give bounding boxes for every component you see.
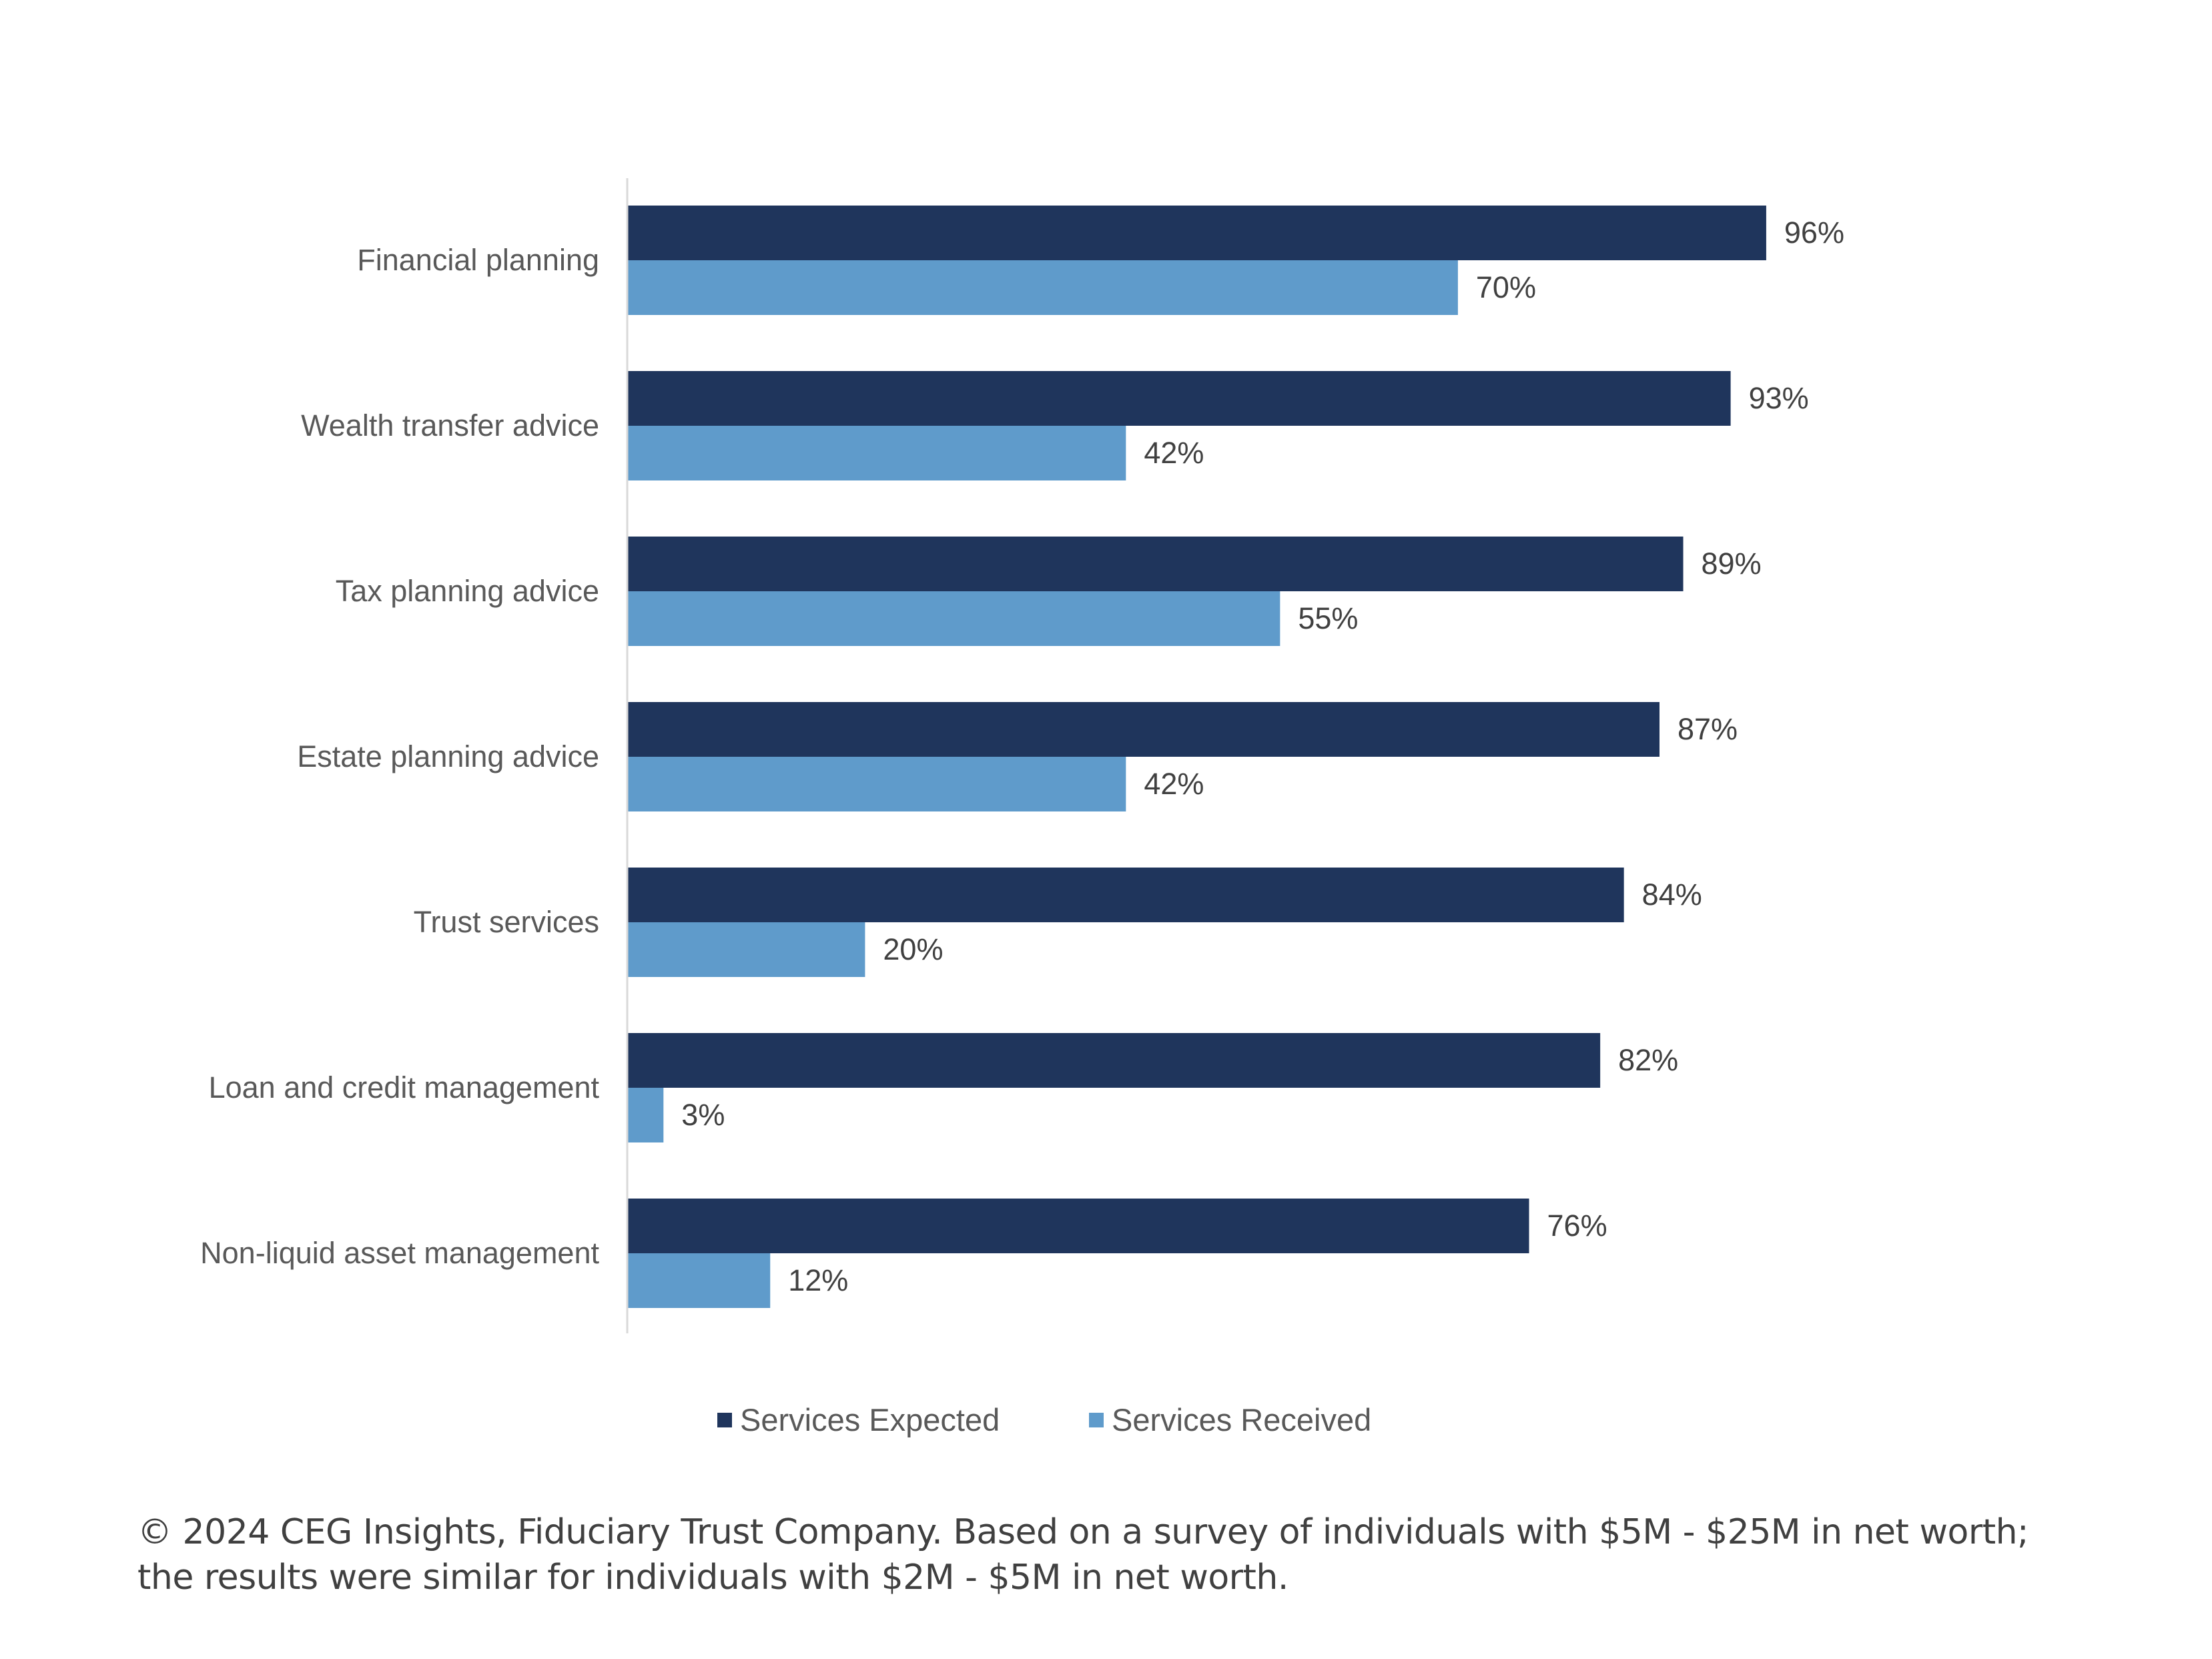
data-label: 3% [681, 1098, 725, 1132]
data-label: 42% [1144, 767, 1204, 801]
bar-services-expected [628, 702, 1660, 757]
value-labels: 96% 70% 93% 42% 89% 55% 87% 42% 84% 20% 82% 3% 76% 12… [681, 216, 1844, 1297]
category-label: Tax planning advice [336, 574, 599, 608]
bar-services-received [628, 591, 1280, 646]
legend-item-services-expected: Services Expected [717, 1401, 1000, 1438]
bar-services-received [628, 757, 1126, 811]
bar-services-expected [628, 1033, 1601, 1088]
bar-services-expected [628, 206, 1766, 260]
data-label: 76% [1547, 1209, 1607, 1243]
legend-label: Services Expected [740, 1402, 1000, 1437]
bar-services-received [628, 260, 1458, 315]
bar-services-received [628, 922, 865, 977]
bars-group [628, 206, 1766, 1308]
legend-item-services-received: Services Received [1089, 1401, 1371, 1438]
legend: Services Expected Services Received [0, 1401, 2212, 1448]
category-labels: Financial planning Wealth transfer advice… [200, 243, 599, 1270]
bar-services-expected [628, 1199, 1529, 1253]
category-label: Financial planning [357, 243, 599, 277]
bar-services-expected [628, 537, 1684, 591]
data-label: 96% [1784, 216, 1844, 250]
bar-services-expected [628, 868, 1624, 922]
category-label: Trust services [414, 905, 599, 939]
data-label: 82% [1618, 1043, 1678, 1077]
bar-services-received [628, 1088, 664, 1142]
footnote-line-1: © 2024 CEG Insights, Fiduciary Trust Com… [137, 1512, 2029, 1552]
data-label: 93% [1749, 381, 1809, 415]
category-label: Wealth transfer advice [301, 408, 599, 442]
data-label: 84% [1642, 878, 1702, 912]
data-label: 42% [1144, 436, 1204, 470]
bar-services-received [628, 1253, 771, 1308]
legend-swatch-expected [717, 1412, 732, 1427]
data-label: 87% [1678, 712, 1738, 746]
data-label: 89% [1702, 547, 1762, 581]
data-label: 20% [883, 932, 943, 966]
bar-chart: Financial planning Wealth transfer advice… [200, 178, 1844, 1333]
bar-services-received [628, 426, 1126, 480]
footnote-line-2: the results were similar for individuals… [137, 1558, 1288, 1598]
data-label: 55% [1298, 601, 1358, 635]
source-footnote: © 2024 CEG Insights, Fiduciary Trust Com… [137, 1510, 2139, 1600]
data-label: 70% [1476, 270, 1536, 304]
category-label: Non-liquid asset management [200, 1236, 599, 1270]
data-label: 12% [788, 1263, 848, 1297]
bar-services-expected [628, 371, 1731, 426]
category-label: Loan and credit management [209, 1070, 600, 1104]
legend-label: Services Received [1112, 1402, 1372, 1437]
legend-swatch-received [1089, 1412, 1104, 1427]
category-label: Estate planning advice [297, 739, 599, 773]
